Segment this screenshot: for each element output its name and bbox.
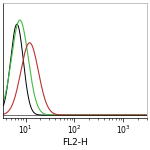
X-axis label: FL2-H: FL2-H: [62, 138, 88, 147]
